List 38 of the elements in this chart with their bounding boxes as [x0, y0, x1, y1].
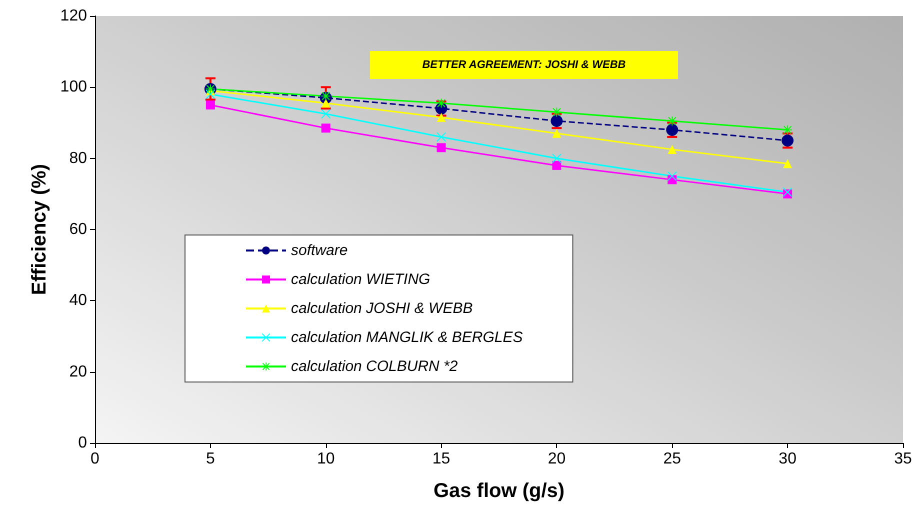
x-tick-label: 15 — [432, 450, 450, 468]
x-axis-title: Gas flow (g/s) — [433, 480, 565, 502]
x-tick-label: 0 — [90, 450, 100, 468]
point — [321, 98, 330, 108]
y-tick-label: 0 — [78, 434, 88, 452]
legend-label: calculation MANGLIK & BERGLES — [291, 329, 523, 346]
point — [668, 144, 677, 154]
x-tick-label: 30 — [778, 450, 797, 468]
y-tick-label: 60 — [69, 221, 88, 238]
y-tick-label: 120 — [60, 8, 88, 24]
x-tick-label: 20 — [548, 450, 566, 468]
point — [552, 154, 562, 163]
legend-label: calculation WIETING — [291, 271, 431, 288]
y-tick-label: 80 — [69, 150, 88, 167]
y-tick-label: 100 — [60, 78, 88, 96]
point — [321, 92, 330, 101]
x-tick-label: 25 — [663, 450, 682, 468]
point — [436, 143, 446, 152]
legend-label: calculation COLBURN *2 — [291, 358, 458, 375]
annotation: BETTER AGREEMENT: JOSHI & WEBB — [422, 59, 626, 71]
point — [436, 112, 446, 122]
point — [206, 100, 215, 110]
note-box: BETTER AGREEMENT: JOSHI & WEBB — [370, 51, 678, 79]
legend-label: software — [291, 242, 348, 259]
y-axis-title: Efficiency (%) — [28, 164, 50, 296]
point — [552, 128, 562, 138]
legend-label: calculation JOSHI & WEBB — [291, 300, 473, 317]
point — [321, 124, 330, 133]
x-tick-label: 35 — [894, 450, 912, 468]
x-tick-label: 5 — [206, 450, 215, 468]
point — [668, 116, 677, 126]
x-tick-label: 10 — [316, 450, 335, 468]
point — [783, 159, 792, 168]
y-tick-label: 20 — [69, 363, 88, 380]
point — [552, 160, 562, 170]
point — [550, 114, 563, 127]
y-tick-label: 40 — [69, 292, 88, 310]
point — [782, 134, 794, 147]
